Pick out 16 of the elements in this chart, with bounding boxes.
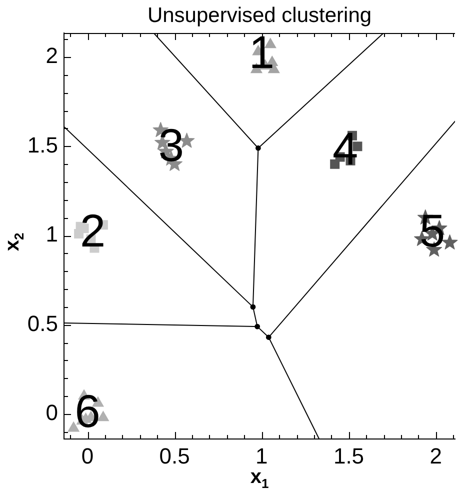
x-tick-label: 2 xyxy=(430,443,442,468)
chart-title: Unsupervised clustering xyxy=(147,4,372,27)
y-tick-label: 0 xyxy=(46,400,58,426)
y-tick-label: 1.5 xyxy=(27,132,58,158)
x-axis-title: x$_{1}$ xyxy=(250,466,269,491)
x-tick-label: 0.5 xyxy=(159,443,190,468)
annotation: 1 xyxy=(248,26,274,78)
annotation: 6 xyxy=(74,384,100,437)
y-tick-label: 0.5 xyxy=(27,310,58,336)
y-tick-label: 2 xyxy=(46,43,58,68)
annotation: 3 xyxy=(158,119,184,172)
x-tick-label: 1.5 xyxy=(333,443,364,468)
x-tick-label: 1 xyxy=(256,443,268,468)
annotation: 2 xyxy=(80,204,106,257)
x-tick-label: 0 xyxy=(81,443,94,468)
y-tick-label: 1 xyxy=(46,222,58,247)
